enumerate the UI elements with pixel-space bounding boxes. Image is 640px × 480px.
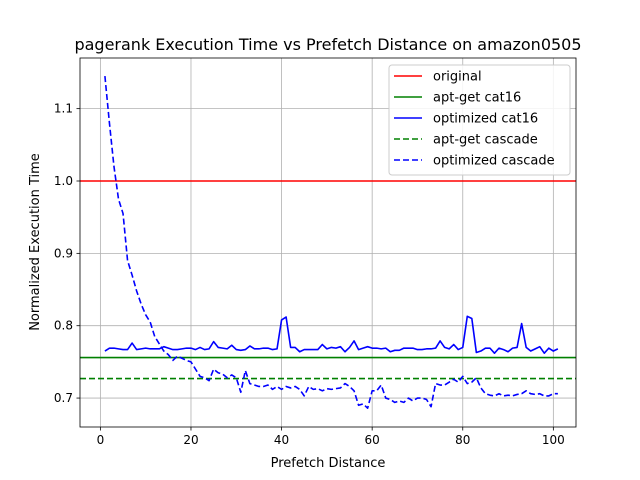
series-optimized-cat16-line	[104, 315, 559, 355]
legend-label-original: original	[433, 70, 482, 85]
series-optimized-cascade-line	[104, 76, 558, 409]
y-tick-label: 0.7	[54, 391, 73, 405]
plot-series	[80, 76, 576, 409]
y-tick-label: 1.0	[54, 174, 73, 188]
chart-title: pagerank Execution Time vs Prefetch Dist…	[74, 35, 581, 54]
y-tick-label: 0.8	[54, 319, 73, 333]
legend-label-optimized-cascade: optimized cascade	[433, 154, 555, 169]
legend-box	[388, 64, 571, 176]
legend-label-apt-get-cat16: apt-get cat16	[433, 91, 521, 106]
y-tick-label: 1.1	[54, 102, 73, 116]
y-axis-label: Normalized Execution Time	[28, 153, 43, 331]
plot-frame	[79, 57, 577, 428]
x-tick-label: 60	[365, 433, 380, 447]
x-tick-label: 40	[274, 433, 289, 447]
x-tick-label: 100	[542, 433, 565, 447]
legend-label-optimized-cat16: optimized cat16	[433, 112, 538, 127]
axis-ticks: 0 20 40 60 80 100 0.7 0.8 0.9 1.0 1.1	[54, 102, 565, 447]
x-tick-label: 20	[183, 433, 198, 447]
x-tick-label: 80	[455, 433, 470, 447]
legend: original apt-get cat16 optimized cat16 apt-…	[388, 64, 571, 176]
legend-label-apt-get-cascade: apt-get cascade	[433, 133, 538, 148]
y-tick-label: 0.9	[54, 246, 73, 260]
x-axis-label: Prefetch Distance	[271, 456, 386, 471]
x-tick-label: 0	[97, 433, 105, 447]
